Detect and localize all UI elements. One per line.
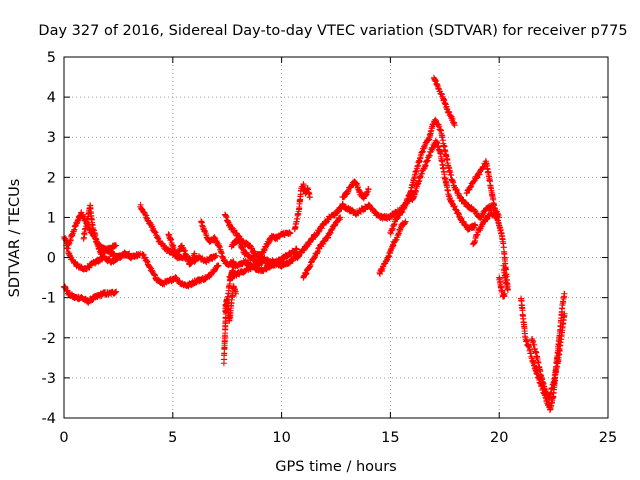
data-point-cluster [470,210,511,293]
x-tick-label: 5 [168,430,177,446]
x-tick-label: 15 [381,430,399,446]
data-point-cluster [226,250,302,281]
data-point-cluster [496,274,508,300]
data-point-cluster [387,116,503,237]
data-point-cluster [430,74,458,129]
data-point-cluster [463,158,500,221]
data-point-cluster [222,283,239,324]
y-tick-labels: -4 -3 -2 -1 0 1 2 3 4 5 [42,50,56,427]
data-point-cluster [339,178,372,202]
axis-ticks [63,56,609,419]
y-tick-label: -1 [42,291,56,307]
data-point-cluster [63,242,133,273]
y-tick-label: 1 [47,210,56,226]
grid-lines [64,57,608,418]
data-point-cluster [291,181,313,233]
data-points [61,74,568,413]
x-axis-label: GPS time / hours [275,459,396,475]
data-point-cluster [80,202,120,258]
y-axis-label: SDTVAR / TECUs [7,179,23,298]
x-tick-labels: 0 5 10 15 20 25 [59,430,617,446]
data-point-cluster [376,218,409,277]
data-point-cluster [165,231,198,268]
x-tick-label: 10 [272,430,290,446]
y-tick-label: 3 [47,130,56,146]
y-tick-label: 0 [47,251,56,267]
data-point-cluster [198,218,237,269]
data-point-cluster [139,251,222,290]
data-point-cluster [409,137,479,233]
chart-title: Day 327 of 2016, Sidereal Day-to-day VTE… [38,23,627,39]
y-tick-label: -3 [42,371,56,387]
y-tick-label: 2 [47,170,56,186]
y-tick-label: 5 [47,50,56,66]
data-point-cluster [300,214,344,281]
data-point-cluster [528,310,568,403]
x-tick-label: 0 [59,430,68,446]
x-tick-label: 25 [599,430,617,446]
y-tick-label: -2 [42,331,56,347]
y-tick-label: -4 [42,411,56,427]
plot-frame [63,56,609,419]
y-tick-label: 4 [47,90,56,106]
x-tick-label: 20 [490,430,508,446]
